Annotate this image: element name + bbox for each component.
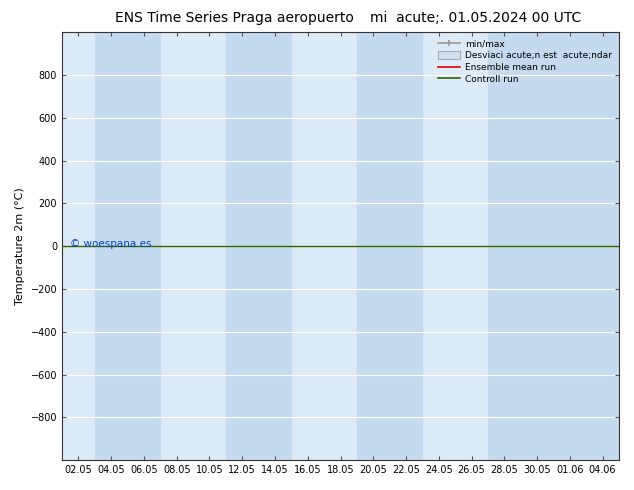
Text: © woespana.es: © woespana.es: [70, 240, 152, 249]
Bar: [226, 32, 292, 460]
Text: mi  acute;. 01.05.2024 00 UTC: mi acute;. 01.05.2024 00 UTC: [370, 11, 581, 25]
Legend: min/max, Desviaci acute;n est  acute;ndar, Ensemble mean run, Controll run: min/max, Desviaci acute;n est acute;ndar…: [435, 37, 614, 87]
Bar: [553, 32, 619, 460]
Bar: [95, 32, 160, 460]
Bar: [488, 32, 553, 460]
Text: ENS Time Series Praga aeropuerto: ENS Time Series Praga aeropuerto: [115, 11, 354, 25]
Y-axis label: Temperature 2m (°C): Temperature 2m (°C): [15, 187, 25, 305]
Bar: [357, 32, 422, 460]
